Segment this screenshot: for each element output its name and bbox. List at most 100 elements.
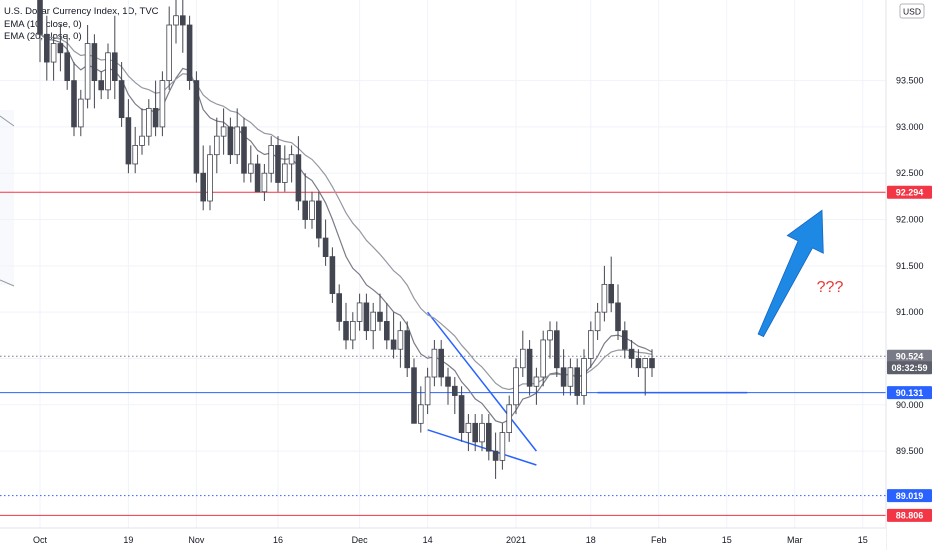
candle-up <box>642 358 648 369</box>
price-axis-bg <box>886 0 932 550</box>
ema-lines <box>39 33 653 424</box>
price-tick-label: 91.000 <box>896 307 924 317</box>
candle-down <box>275 145 281 183</box>
candle-down <box>343 321 349 341</box>
candle-up <box>207 154 213 202</box>
legend-ema-10: EMA (10, close, 0) <box>4 18 82 30</box>
currency-label: USD <box>903 7 921 17</box>
candle-down <box>241 126 247 174</box>
candle-down <box>485 422 492 452</box>
time-tick-label: 14 <box>423 535 433 545</box>
candle-up <box>356 302 363 322</box>
candle-up <box>132 145 139 165</box>
price-tag-label: 90.524 <box>896 351 924 361</box>
candle-down <box>118 80 125 119</box>
candle-down <box>560 367 567 387</box>
time-axis-bg <box>0 528 886 550</box>
candle-up <box>261 172 268 193</box>
price-tag <box>887 361 932 375</box>
candles <box>37 0 655 479</box>
candle-up <box>520 348 526 369</box>
candle-down <box>186 24 193 81</box>
ema-20-line <box>39 33 653 391</box>
time-tick-label: Dec <box>352 535 369 545</box>
price-tag <box>887 489 932 503</box>
candle-down <box>451 385 458 396</box>
candle-down <box>615 302 621 332</box>
candle-down <box>179 15 186 26</box>
left-pane-line <box>0 279 15 287</box>
price-tick-label: 91.500 <box>896 261 924 271</box>
candle-up <box>309 200 315 220</box>
time-tick-label: 16 <box>273 535 283 545</box>
candle-up <box>588 330 594 359</box>
candle-down <box>635 358 642 369</box>
candle-down <box>71 80 77 128</box>
left-pane-shade <box>0 110 14 285</box>
candle-down <box>377 311 383 322</box>
candle-down <box>554 330 560 369</box>
price-tag <box>887 386 932 400</box>
price-tick-label: 90.000 <box>896 400 924 410</box>
candle-up <box>349 321 356 341</box>
price-tag-label: 88.806 <box>896 511 924 521</box>
candle-down <box>383 321 390 341</box>
candle-down <box>152 107 159 128</box>
candle-up <box>84 43 91 100</box>
time-axis[interactable]: Oct 19 Nov 16 Dec 14 2021 18 Feb 15 Mar 15 <box>0 527 886 550</box>
candle-down <box>125 117 132 165</box>
candle-down <box>404 330 410 369</box>
chart-grid <box>0 0 886 528</box>
time-tick-label: 15 <box>858 535 868 545</box>
candle-down <box>302 200 308 220</box>
legend-title: U.S. Dollar Currency Index, 1D, TVC <box>4 6 159 17</box>
trendline[interactable] <box>427 311 537 452</box>
bullish-arrow[interactable] <box>757 209 824 338</box>
candle-down <box>112 52 118 81</box>
candle-down <box>254 163 261 193</box>
price-tag <box>887 508 932 522</box>
candle-up <box>281 163 288 183</box>
price-tag-label: 89.019 <box>896 491 924 501</box>
candle-down <box>98 80 105 91</box>
candle-down <box>458 395 465 433</box>
candle-up <box>533 376 540 387</box>
price-tags: 92.294 90.524 08:32:59 90.131 89.019 88.806 <box>887 185 932 522</box>
price-tag-label: 92.294 <box>896 188 924 198</box>
candle-up <box>506 404 512 433</box>
price-tag <box>887 349 932 363</box>
price-axis[interactable]: 93.500 93.000 92.500 92.000 91.500 91.000 90.5… <box>885 0 932 550</box>
candle-up <box>513 367 519 406</box>
price-tick-label: 92.500 <box>896 168 924 178</box>
candle-down <box>411 367 417 424</box>
candle-down <box>472 422 478 443</box>
candle-down <box>295 154 302 202</box>
price-tick-label: 93.500 <box>896 76 924 86</box>
candle-down <box>438 348 444 378</box>
candle-down <box>649 358 655 369</box>
candle-up <box>540 339 546 378</box>
candle-down <box>322 237 329 257</box>
candle-down <box>315 200 322 239</box>
candle-up <box>139 135 145 146</box>
candle-down <box>200 172 207 202</box>
candle-up <box>547 330 553 341</box>
currency-badge[interactable]: USD <box>899 3 925 19</box>
time-tick-label: Mar <box>787 535 803 545</box>
candle-up <box>397 330 404 350</box>
candle-up <box>499 432 506 461</box>
candle-down <box>44 33 50 63</box>
candle-up <box>159 80 166 128</box>
candle-down <box>574 367 580 396</box>
price-tag <box>887 185 932 199</box>
candle-up <box>78 98 84 128</box>
candle-down <box>526 348 533 387</box>
candle-down <box>329 256 336 295</box>
price-tick-label: 93.000 <box>896 122 924 132</box>
candle-up <box>581 358 587 396</box>
candle-down <box>193 80 200 174</box>
price-tick-label: 92.000 <box>896 215 924 225</box>
candle-down <box>91 43 98 81</box>
candle-up <box>145 107 152 137</box>
